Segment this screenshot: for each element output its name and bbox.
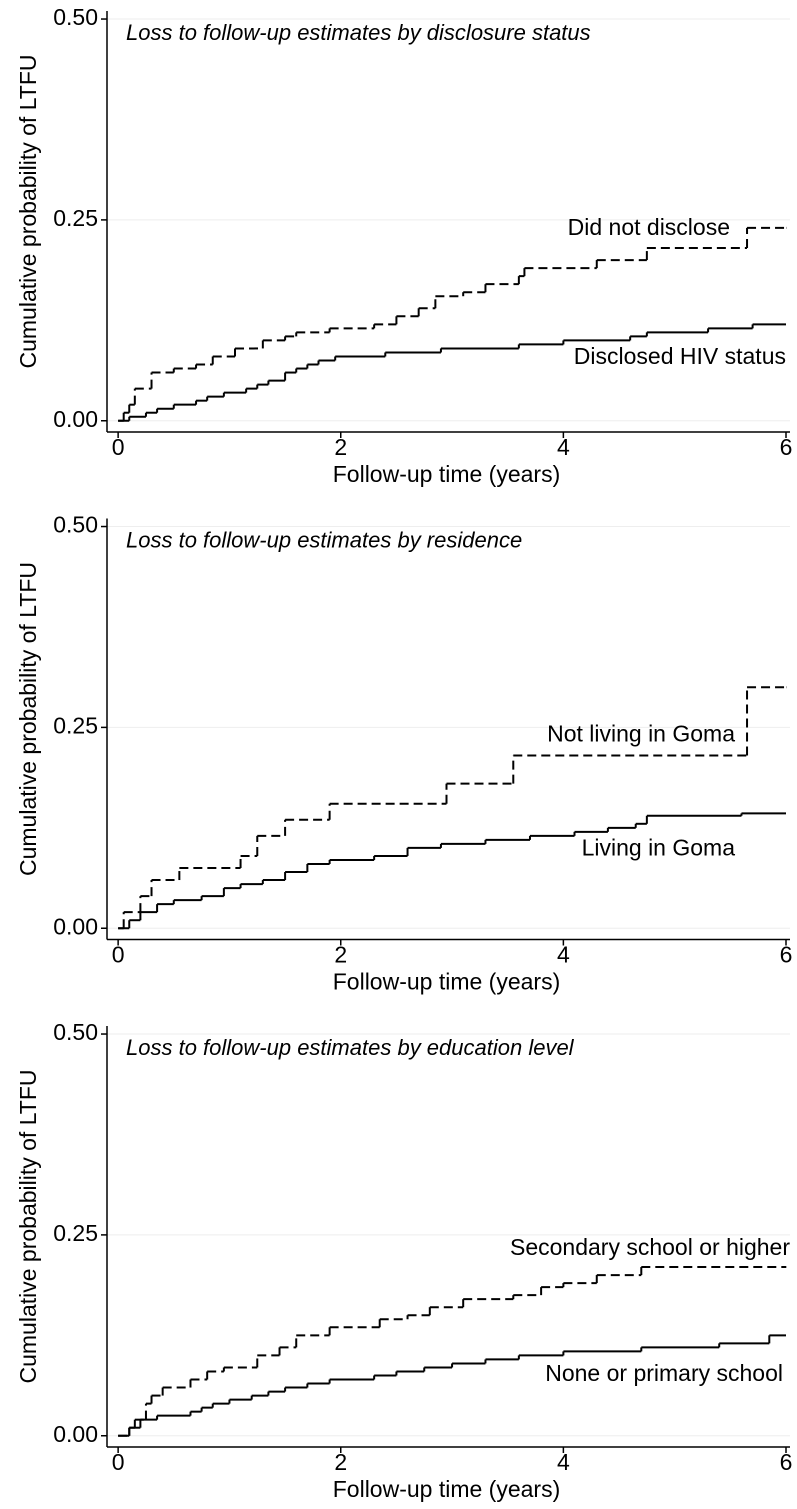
y-tick-label: 0.00: [53, 913, 98, 939]
y-axis-title: Cumulative probability of LTFU: [15, 54, 41, 368]
y-tick-label: 0.25: [53, 205, 98, 231]
x-tick-label: 0: [112, 434, 125, 460]
x-axis-title: Follow-up time (years): [333, 461, 561, 487]
series-label: None or primary school: [545, 1360, 783, 1386]
y-axis-title: Cumulative probability of LTFU: [15, 562, 41, 876]
series-label: Disclosed HIV status: [574, 343, 786, 369]
x-tick-label: 4: [557, 942, 570, 968]
y-tick-label: 0.50: [53, 512, 98, 538]
y-tick-label: 0.25: [53, 712, 98, 738]
series-label: Secondary school or higher: [510, 1234, 790, 1260]
x-tick-label: 4: [557, 1449, 570, 1475]
y-tick-label: 0.00: [53, 406, 98, 432]
y-tick-label: 0.50: [53, 4, 98, 30]
y-tick-label: 0.00: [53, 1421, 98, 1447]
y-axis-title: Cumulative probability of LTFU: [15, 1069, 41, 1383]
y-tick-label: 0.25: [53, 1220, 98, 1246]
x-tick-label: 6: [780, 942, 793, 968]
series-label: Not living in Goma: [547, 721, 735, 747]
chart-title: Loss to follow-up estimates by education…: [126, 1035, 575, 1060]
series-label: Living in Goma: [582, 835, 736, 861]
x-tick-label: 2: [334, 942, 347, 968]
x-axis-title: Follow-up time (years): [333, 1476, 561, 1502]
x-axis-title: Follow-up time (years): [333, 969, 561, 995]
x-tick-label: 4: [557, 434, 570, 460]
chart-title: Loss to follow-up estimates by residence: [126, 527, 522, 552]
y-tick-label: 0.50: [53, 1019, 98, 1045]
x-tick-label: 6: [780, 1449, 793, 1475]
x-tick-label: 0: [112, 1449, 125, 1475]
x-tick-label: 2: [334, 1449, 347, 1475]
series-label: Did not disclose: [568, 214, 730, 240]
x-tick-label: 2: [334, 434, 347, 460]
x-tick-label: 6: [780, 434, 793, 460]
x-tick-label: 0: [112, 942, 125, 968]
chart-title: Loss to follow-up estimates by disclosur…: [126, 20, 591, 45]
